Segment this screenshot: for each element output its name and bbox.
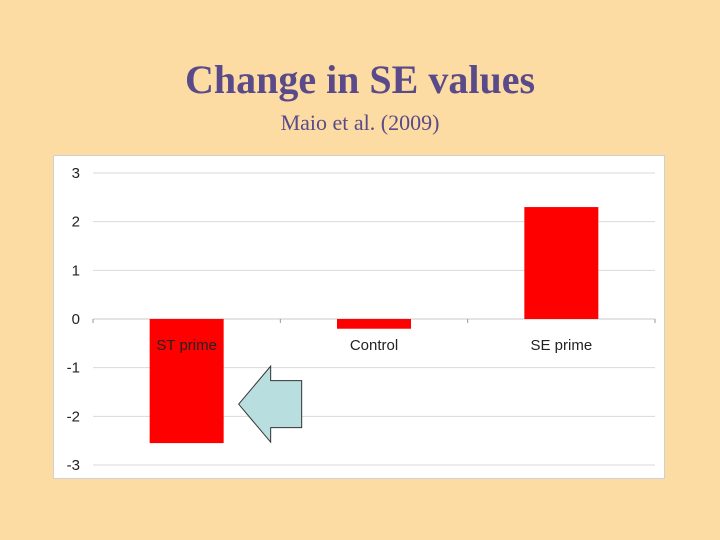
y-axis-ticks: 3 2 1 0 -1 -2 -3 [67, 165, 80, 474]
bar-st-prime [149, 319, 224, 444]
bar-control [337, 319, 411, 329]
slide-title: Change in SE values [184, 57, 536, 102]
slide-subtitle: Maio et al. (2009) [280, 110, 440, 135]
y-tick-label: 3 [72, 165, 80, 182]
bar-se-prime [524, 207, 599, 319]
left-arrow-icon [238, 364, 303, 444]
y-tick-label: -3 [67, 457, 80, 474]
category-label: SE prime [530, 337, 592, 354]
category-label: Control [350, 337, 398, 354]
y-tick-label: -1 [67, 360, 80, 377]
bars [149, 207, 599, 444]
bar-chart: 3 2 1 0 -1 -2 -3 ST prime Control SE prime [53, 155, 665, 479]
x-axis-ticks [92, 319, 656, 323]
y-tick-label: -2 [67, 408, 80, 425]
category-labels: ST prime Control SE prime [156, 337, 592, 354]
y-tick-label: 0 [72, 311, 80, 328]
category-label: ST prime [156, 337, 217, 354]
annotations [238, 364, 303, 444]
chart-area: 3 2 1 0 -1 -2 -3 ST prime Control SE prime [53, 155, 665, 479]
y-tick-label: 2 [72, 214, 80, 231]
y-tick-label: 1 [72, 262, 80, 279]
